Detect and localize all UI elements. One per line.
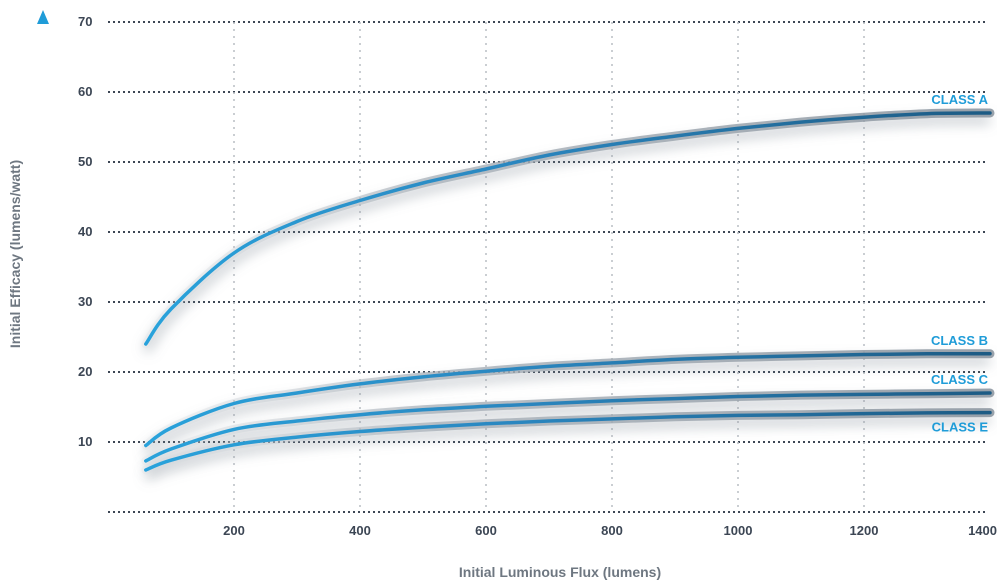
series-line — [144, 111, 992, 346]
series-label-class-a: CLASS A — [931, 92, 988, 107]
series-class-b — [141, 349, 995, 456]
x-tick-label: 1000 — [724, 523, 753, 538]
y-axis-arrow — [37, 10, 49, 495]
series-line — [144, 391, 992, 463]
series-shadow — [143, 356, 991, 456]
y-tick-label: 50 — [78, 154, 92, 169]
x-axis-title: Initial Luminous Flux (lumens) — [459, 564, 661, 580]
series-lines — [141, 108, 995, 481]
series-shadow — [142, 116, 991, 354]
y-tick-label: 60 — [78, 84, 92, 99]
y-tick-label: 20 — [78, 364, 92, 379]
series-line — [144, 352, 992, 448]
series-class-e — [141, 408, 995, 481]
x-tick-label: 800 — [601, 523, 623, 538]
series-label-class-e: CLASS E — [932, 420, 989, 435]
y-axis-ticks: 10 20 30 40 50 60 70 — [78, 14, 92, 449]
series-labels: CLASS A CLASS B CLASS C CLASS E — [931, 92, 989, 435]
y-axis-arrow-head — [37, 10, 49, 24]
series-line — [144, 410, 992, 472]
y-axis-title: Initial Efficacy (lumens/watt) — [7, 160, 23, 348]
x-tick-label: 1200 — [850, 523, 879, 538]
y-tick-label: 40 — [78, 224, 92, 239]
series-shadow — [143, 396, 991, 472]
x-tick-label: 1400 — [968, 523, 997, 538]
series-class-c — [141, 388, 995, 472]
series-label-class-b: CLASS B — [931, 333, 988, 348]
series-label-class-c: CLASS C — [931, 372, 989, 387]
y-tick-label: 70 — [78, 14, 92, 29]
y-tick-label: 30 — [78, 294, 92, 309]
x-tick-label: 400 — [349, 523, 371, 538]
series-shadow — [144, 415, 991, 481]
series-class-a — [141, 108, 995, 354]
grid — [108, 21, 985, 513]
x-tick-label: 200 — [223, 523, 245, 538]
y-tick-label: 10 — [78, 434, 92, 449]
x-axis-ticks: 200 400 600 800 1000 1200 1400 — [223, 523, 997, 538]
x-tick-label: 600 — [475, 523, 497, 538]
